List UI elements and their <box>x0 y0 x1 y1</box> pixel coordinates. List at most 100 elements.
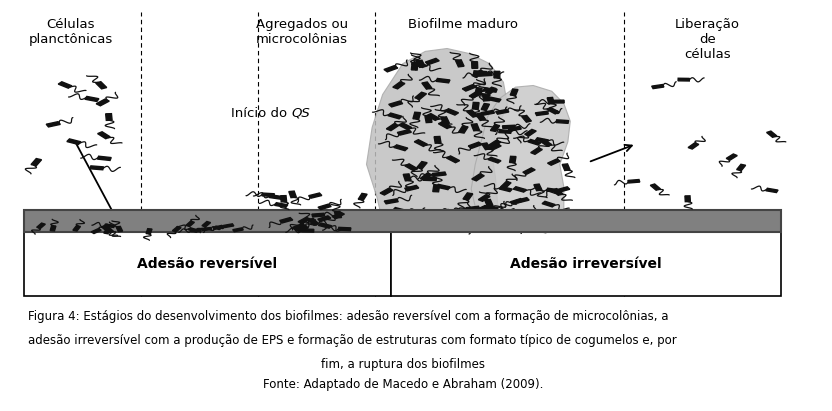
Bar <box>488 140 501 147</box>
Bar <box>438 122 451 129</box>
Bar <box>427 113 439 120</box>
Bar <box>395 210 409 214</box>
Bar <box>685 196 691 202</box>
Bar <box>483 225 497 230</box>
Bar <box>318 216 331 222</box>
Bar <box>262 193 275 196</box>
Bar <box>532 226 544 229</box>
Bar <box>490 125 500 132</box>
Bar <box>562 164 570 171</box>
Bar <box>628 180 640 183</box>
Bar <box>436 79 450 83</box>
Bar <box>481 111 494 115</box>
Bar <box>415 92 427 99</box>
Bar <box>552 100 564 103</box>
Bar <box>58 82 72 88</box>
Bar <box>399 123 412 129</box>
Bar <box>510 89 518 96</box>
Bar <box>463 193 473 200</box>
Bar <box>293 224 305 229</box>
Bar <box>528 222 541 228</box>
Bar <box>509 156 516 163</box>
Bar <box>473 71 487 74</box>
Bar <box>386 124 399 131</box>
Bar <box>481 104 489 110</box>
Bar <box>384 66 398 72</box>
Bar <box>423 177 437 181</box>
Bar <box>73 226 81 231</box>
Bar <box>425 220 438 227</box>
Bar <box>308 218 319 225</box>
Text: fim, a ruptura dos biofilmes: fim, a ruptura dos biofilmes <box>321 358 485 371</box>
Bar <box>433 172 446 176</box>
Bar <box>332 212 344 219</box>
Bar <box>478 72 493 76</box>
Bar <box>450 210 463 217</box>
Bar <box>475 88 482 95</box>
Bar <box>688 143 699 149</box>
Bar <box>547 159 560 165</box>
Bar <box>433 185 439 192</box>
Text: Adesão reversível: Adesão reversível <box>137 257 278 271</box>
Bar <box>389 101 403 107</box>
Bar <box>466 206 480 210</box>
Bar <box>85 97 99 102</box>
Bar <box>404 185 418 191</box>
Bar <box>397 129 411 135</box>
Bar <box>483 208 497 215</box>
Bar <box>424 212 430 219</box>
Bar <box>678 78 690 81</box>
Text: Fonte: Adaptado de Macedo e Abraham (2009).: Fonte: Adaptado de Macedo e Abraham (200… <box>263 378 543 391</box>
Bar <box>97 132 110 139</box>
Bar <box>463 85 476 91</box>
Bar <box>47 122 61 127</box>
Bar <box>102 226 111 231</box>
Bar <box>233 228 243 232</box>
Bar <box>651 184 661 190</box>
Bar <box>445 109 458 115</box>
Bar <box>186 221 195 226</box>
Bar <box>498 130 512 133</box>
Bar <box>339 227 351 231</box>
Bar <box>420 173 432 180</box>
Bar <box>493 213 505 216</box>
Bar <box>24 232 391 296</box>
Bar <box>359 194 367 200</box>
Bar <box>213 225 224 229</box>
Bar <box>391 232 781 296</box>
Bar <box>467 226 480 232</box>
Bar <box>37 223 45 229</box>
Bar <box>517 212 528 219</box>
Bar <box>499 187 513 192</box>
Bar <box>191 229 201 232</box>
Text: Agregados ou
microcolônias: Agregados ou microcolônias <box>256 18 348 46</box>
Bar <box>388 113 402 119</box>
Bar <box>458 126 468 133</box>
Bar <box>31 159 42 166</box>
Bar <box>67 139 81 144</box>
Bar <box>651 85 664 89</box>
Text: adesão irreversível com a produção de EPS e formação de estruturas com formato t: adesão irreversível com a produção de EP… <box>28 334 677 347</box>
Bar <box>535 138 548 143</box>
Bar <box>309 193 322 198</box>
Bar <box>106 114 112 120</box>
Bar <box>188 228 199 232</box>
Bar <box>202 222 210 227</box>
Bar <box>534 184 542 191</box>
Bar <box>434 136 441 143</box>
Bar <box>488 97 501 102</box>
Bar <box>472 62 478 68</box>
Bar <box>726 154 737 160</box>
Bar <box>535 111 548 115</box>
Bar <box>104 229 111 234</box>
Bar <box>50 226 56 231</box>
Bar <box>91 229 102 233</box>
Bar <box>172 226 181 232</box>
Bar <box>416 60 425 67</box>
Bar <box>534 228 547 233</box>
Bar <box>417 162 427 169</box>
Bar <box>473 102 479 109</box>
Text: Adesão irreversível: Adesão irreversível <box>510 257 661 271</box>
Bar <box>298 217 310 224</box>
Bar <box>275 203 288 208</box>
